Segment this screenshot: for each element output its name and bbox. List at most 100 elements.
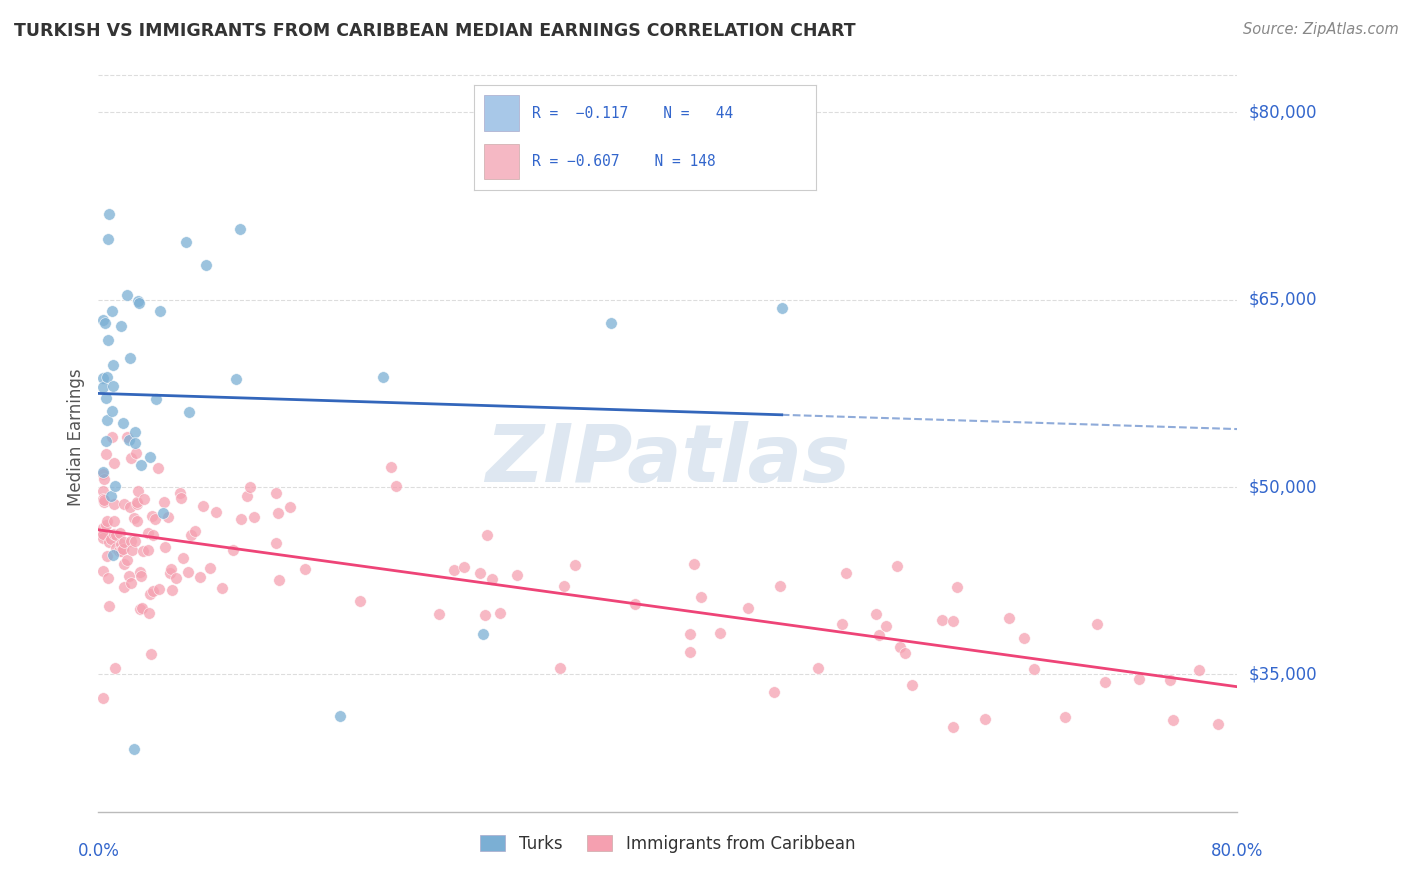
Point: [103, 497, 125, 511]
Point: [506, 568, 529, 582]
Point: [894, 646, 917, 660]
Point: [97, 599, 120, 613]
Point: [122, 510, 145, 524]
Point: [103, 456, 125, 470]
Point: [115, 430, 138, 444]
Point: [136, 526, 159, 541]
Point: [474, 607, 496, 622]
Point: [103, 526, 125, 541]
Point: [120, 576, 142, 591]
Point: [97, 232, 120, 246]
Point: [91, 521, 114, 535]
Point: [143, 512, 166, 526]
Point: [371, 370, 394, 384]
Point: [105, 527, 128, 541]
Point: [211, 581, 233, 595]
Point: [152, 506, 174, 520]
Point: [148, 461, 170, 475]
Point: [180, 528, 202, 542]
Point: [118, 351, 141, 365]
Point: [267, 507, 290, 521]
Point: [875, 619, 897, 633]
Point: [153, 495, 176, 509]
Point: [1163, 713, 1185, 727]
Point: [1022, 662, 1045, 676]
Point: [139, 450, 162, 464]
Point: [96, 413, 118, 427]
Point: [98, 207, 121, 221]
Text: $80,000: $80,000: [1249, 103, 1317, 121]
Point: [770, 301, 793, 316]
Point: [110, 318, 132, 333]
Point: [165, 571, 187, 585]
Point: [96, 549, 118, 564]
Point: [477, 528, 499, 542]
Point: [807, 661, 830, 675]
Text: 0.0%: 0.0%: [77, 842, 120, 860]
Point: [101, 548, 124, 562]
Point: [101, 303, 124, 318]
Point: [198, 561, 221, 575]
Point: [204, 505, 226, 519]
Point: [1206, 717, 1229, 731]
Point: [1012, 631, 1035, 645]
Text: ZIPatlas: ZIPatlas: [485, 420, 851, 499]
Point: [105, 541, 128, 555]
Point: [231, 512, 253, 526]
Point: [115, 287, 138, 301]
Point: [481, 572, 503, 586]
Point: [679, 645, 702, 659]
Point: [96, 514, 118, 528]
Point: [122, 742, 145, 756]
Point: [1054, 710, 1077, 724]
Point: [1085, 617, 1108, 632]
Point: [689, 590, 711, 604]
Point: [98, 535, 121, 549]
Point: [127, 495, 149, 509]
Point: [91, 691, 114, 706]
Point: [93, 494, 115, 508]
Point: [91, 527, 114, 541]
Point: [835, 566, 858, 580]
Point: [97, 334, 120, 348]
Point: [121, 543, 143, 558]
Point: [177, 405, 200, 419]
Text: $65,000: $65,000: [1249, 291, 1317, 309]
Point: [149, 304, 172, 318]
Point: [169, 485, 191, 500]
Point: [120, 534, 142, 549]
Point: [553, 578, 575, 592]
Point: [100, 404, 122, 418]
Point: [118, 433, 141, 447]
Point: [177, 566, 200, 580]
Point: [159, 566, 181, 580]
Point: [110, 544, 132, 558]
Point: [129, 565, 152, 579]
Point: [145, 392, 167, 406]
Y-axis label: Median Earnings: Median Earnings: [67, 368, 86, 506]
Point: [931, 613, 953, 627]
Point: [139, 648, 162, 662]
Point: [769, 579, 792, 593]
Point: [156, 510, 179, 524]
Text: Source: ZipAtlas.com: Source: ZipAtlas.com: [1243, 22, 1399, 37]
Point: [94, 391, 117, 405]
Point: [139, 587, 162, 601]
Point: [94, 434, 117, 449]
Point: [129, 602, 152, 616]
Point: [243, 510, 266, 524]
Point: [124, 534, 146, 549]
Point: [624, 597, 647, 611]
Point: [129, 458, 152, 473]
Point: [101, 430, 124, 444]
Point: [427, 607, 450, 621]
Point: [1094, 674, 1116, 689]
Point: [942, 614, 965, 628]
Point: [103, 514, 125, 528]
Point: [142, 584, 165, 599]
Point: [831, 617, 853, 632]
Point: [132, 543, 155, 558]
Point: [129, 568, 152, 582]
Point: [103, 359, 125, 373]
Point: [886, 559, 908, 574]
